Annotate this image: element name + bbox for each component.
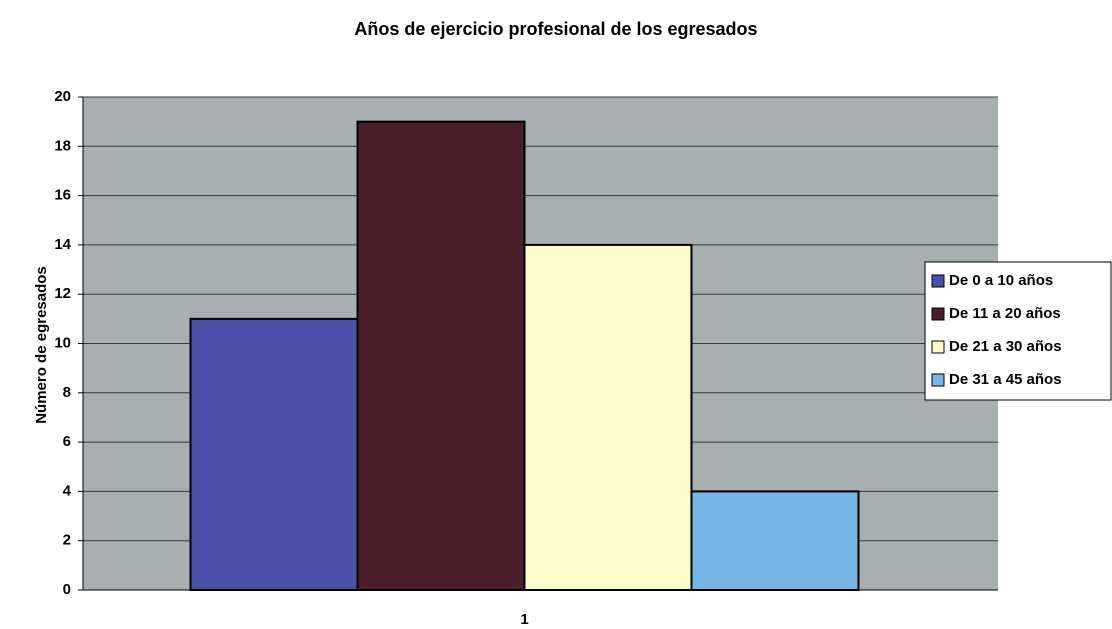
y-tick-label: 10 (54, 334, 71, 351)
legend-label: De 21 a 30 años (949, 338, 1062, 355)
x-tick-label: 1 (520, 611, 528, 628)
y-tick-label: 14 (54, 236, 71, 253)
legend-swatch (931, 340, 945, 354)
y-tick-label: 4 (63, 482, 72, 499)
legend-swatch (931, 307, 945, 321)
bar (356, 120, 526, 592)
y-tick-label: 16 (54, 187, 71, 204)
y-tick-label: 12 (54, 285, 71, 302)
bar (189, 317, 359, 591)
legend-label: De 0 a 10 años (949, 272, 1053, 289)
y-tick-label: 6 (63, 433, 71, 450)
y-tick-label: 2 (63, 532, 71, 549)
y-tick-label: 0 (63, 581, 71, 598)
legend-swatch (931, 373, 945, 387)
y-axis-label: Número de egresados (33, 266, 50, 424)
legend-swatch (931, 274, 945, 288)
legend-box (924, 261, 1112, 401)
bar (690, 490, 860, 591)
legend-label: De 11 a 20 años (949, 305, 1061, 322)
legend-label: De 31 a 45 años (949, 371, 1062, 388)
chart-title: Años de ejercicio profesional de los egr… (354, 19, 757, 39)
bar (523, 243, 693, 591)
y-tick-label: 18 (54, 137, 71, 154)
y-tick-label: 8 (63, 384, 71, 401)
y-tick-label: 20 (54, 88, 71, 105)
